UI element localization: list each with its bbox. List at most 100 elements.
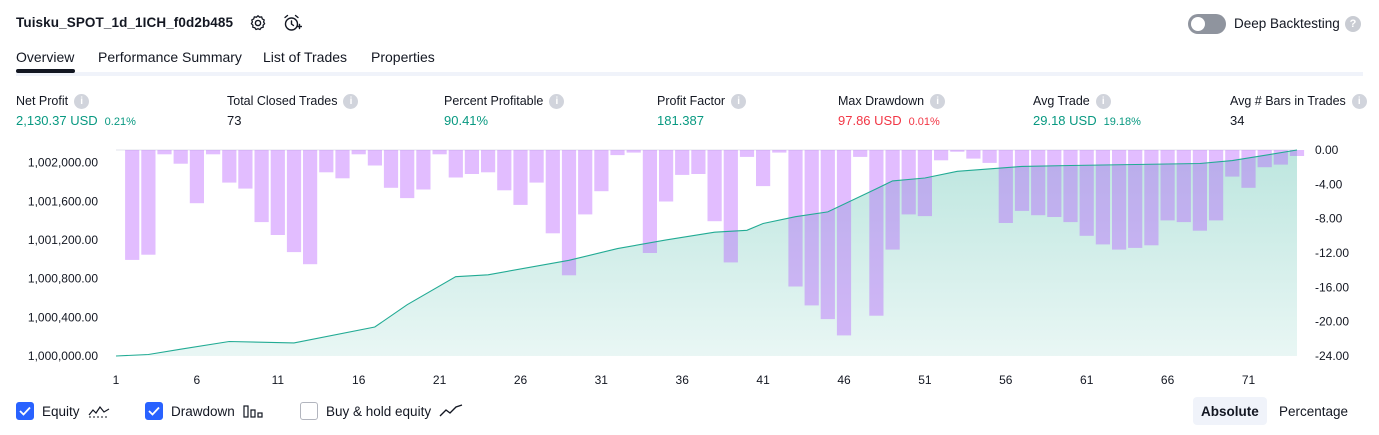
tab-performance-summary[interactable]: Performance Summary bbox=[98, 49, 242, 65]
drawdown-bar bbox=[723, 150, 738, 263]
drawdown-bar bbox=[853, 150, 868, 157]
drawdown-bar bbox=[917, 150, 932, 217]
drawdown-bar bbox=[545, 150, 560, 234]
metric-label: Max Drawdown bbox=[838, 94, 925, 108]
metric-value: 34 bbox=[1230, 113, 1245, 128]
drawdown-bar bbox=[1079, 150, 1094, 236]
y-axis-right-tick-label: -4.00 bbox=[1315, 177, 1343, 191]
info-icon[interactable]: i bbox=[930, 93, 946, 109]
metric-avg-trade: Avg Trade i 29.18 USD 19.18% bbox=[1033, 93, 1141, 129]
drawdown-bar bbox=[626, 150, 641, 153]
drawdown-bar bbox=[254, 150, 269, 223]
drawdown-bar bbox=[675, 150, 690, 175]
tab-overview[interactable]: Overview bbox=[16, 49, 75, 65]
active-tab-indicator bbox=[16, 69, 75, 73]
buy-hold-checkbox[interactable] bbox=[300, 402, 318, 420]
drawdown-bar bbox=[367, 150, 382, 166]
buy-hold-glyph-icon bbox=[439, 404, 463, 418]
y-axis-left-tick-label: 1,002,000.00 bbox=[28, 156, 98, 170]
metric-profit-factor: Profit Factor i 181.387 bbox=[657, 93, 747, 129]
drawdown-bar bbox=[303, 150, 318, 265]
info-icon[interactable]: i bbox=[1351, 93, 1367, 109]
drawdown-bar bbox=[934, 150, 949, 161]
drawdown-bar bbox=[157, 150, 172, 155]
drawdown-bar bbox=[885, 150, 900, 250]
drawdown-bar bbox=[998, 150, 1013, 223]
metric-label: Avg # Bars in Trades bbox=[1230, 94, 1346, 108]
drawdown-bar bbox=[497, 150, 512, 191]
x-axis-tick-label: 26 bbox=[514, 373, 528, 387]
metric-label: Total Closed Trades bbox=[227, 94, 338, 108]
tab-properties[interactable]: Properties bbox=[371, 49, 435, 65]
y-axis-right-tick-label: -8.00 bbox=[1315, 212, 1343, 226]
drawdown-bar bbox=[820, 150, 835, 320]
drawdown-bar bbox=[1047, 150, 1062, 217]
x-axis-tick-label: 31 bbox=[595, 373, 609, 387]
y-axis-left-tick-label: 1,001,200.00 bbox=[28, 233, 98, 247]
drawdown-bar bbox=[804, 150, 819, 306]
drawdown-checkbox[interactable] bbox=[145, 402, 163, 420]
equity-checkbox[interactable] bbox=[16, 402, 34, 420]
percentage-mode-button[interactable]: Percentage bbox=[1279, 403, 1349, 419]
help-icon[interactable]: ? bbox=[1345, 16, 1361, 32]
metric-label: Profit Factor bbox=[657, 94, 726, 108]
drawdown-bar bbox=[950, 150, 965, 152]
metric-total-closed-trades: Total Closed Trades i 73 bbox=[227, 93, 359, 129]
drawdown-bar bbox=[1257, 150, 1272, 168]
y-axis-right-tick-label: -20.00 bbox=[1315, 315, 1349, 329]
legend-label: Equity bbox=[42, 403, 80, 419]
drawdown-bar bbox=[1209, 150, 1224, 221]
absolute-mode-button[interactable]: Absolute bbox=[1193, 397, 1267, 425]
legend-label: Drawdown bbox=[171, 403, 235, 419]
drawdown-bar bbox=[739, 150, 755, 157]
info-icon[interactable]: i bbox=[731, 93, 747, 109]
strategy-title: Tuisku_SPOT_1d_1ICH_f0d2b485 bbox=[16, 15, 234, 30]
drawdown-bar bbox=[432, 150, 447, 155]
x-axis-tick-label: 66 bbox=[1161, 373, 1175, 387]
drawdown-bar bbox=[286, 150, 302, 253]
drawdown-bar bbox=[1128, 150, 1143, 248]
settings-icon[interactable] bbox=[247, 12, 269, 34]
legend-equity[interactable]: Equity bbox=[16, 400, 110, 422]
drawdown-bar bbox=[141, 150, 156, 255]
drawdown-bar bbox=[529, 150, 544, 183]
info-icon[interactable]: i bbox=[343, 93, 359, 109]
tab-list-of-trades[interactable]: List of Trades bbox=[263, 49, 348, 65]
drawdown-bar bbox=[1112, 150, 1127, 250]
y-axis-left-tick-label: 1,000,800.00 bbox=[28, 272, 98, 286]
drawdown-bar bbox=[594, 150, 609, 192]
metric-label: Net Profit bbox=[16, 94, 69, 108]
add-alert-icon[interactable] bbox=[281, 12, 303, 34]
drawdown-bar bbox=[756, 150, 771, 187]
drawdown-bar bbox=[642, 150, 657, 253]
drawdown-bar bbox=[481, 150, 496, 173]
drawdown-bar bbox=[1095, 150, 1110, 245]
info-icon[interactable]: i bbox=[74, 93, 90, 109]
metric-percent-profitable: Percent Profitable i 90.41% bbox=[444, 93, 565, 129]
drawdown-bar bbox=[448, 150, 463, 178]
drawdown-bar bbox=[238, 150, 253, 189]
x-axis-tick-label: 51 bbox=[918, 373, 932, 387]
legend-buy-hold-equity[interactable]: Buy & hold equity bbox=[300, 400, 463, 422]
equity-glyph-icon bbox=[88, 404, 110, 418]
x-axis-tick-label: 16 bbox=[352, 373, 366, 387]
drawdown-bar bbox=[383, 150, 399, 188]
legend-drawdown[interactable]: Drawdown bbox=[145, 400, 263, 422]
drawdown-bar bbox=[1225, 150, 1240, 177]
drawdown-bar bbox=[659, 150, 674, 202]
x-axis-tick-label: 61 bbox=[1080, 373, 1094, 387]
info-icon[interactable]: i bbox=[549, 93, 565, 109]
drawdown-bar bbox=[1031, 150, 1046, 216]
drawdown-bar bbox=[319, 150, 334, 173]
drawdown-bar bbox=[561, 150, 577, 276]
deep-backtesting-toggle[interactable] bbox=[1188, 14, 1226, 34]
report-tabs: Overview Performance Summary List of Tra… bbox=[16, 40, 1363, 76]
metric-label: Percent Profitable bbox=[444, 94, 544, 108]
equity-line bbox=[115, 149, 1298, 357]
metric-value: 90.41% bbox=[444, 113, 489, 128]
info-icon[interactable]: i bbox=[1095, 93, 1111, 109]
drawdown-bar bbox=[335, 150, 350, 179]
strategy-header: Tuisku_SPOT_1d_1ICH_f0d2b485 Deep Backte… bbox=[0, 0, 1379, 46]
x-axis-tick-label: 36 bbox=[676, 373, 690, 387]
y-axis-left-tick-label: 1,001,600.00 bbox=[28, 194, 98, 208]
